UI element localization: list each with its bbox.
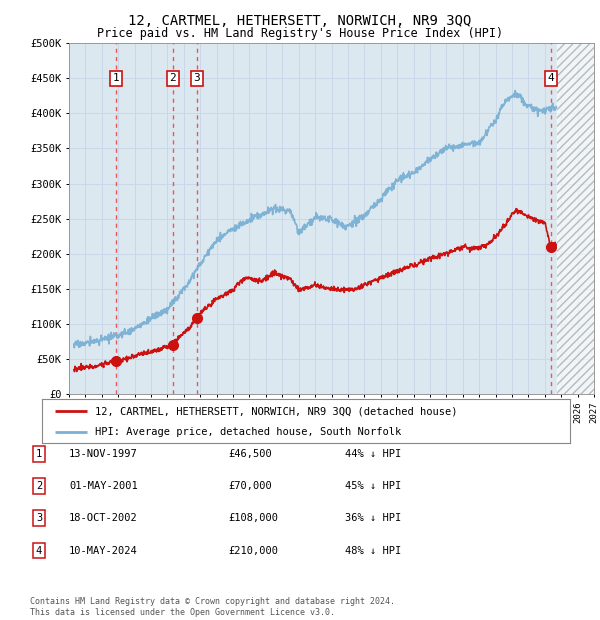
Text: 3: 3 — [36, 513, 42, 523]
Text: 4: 4 — [36, 546, 42, 556]
Text: 44% ↓ HPI: 44% ↓ HPI — [345, 449, 401, 459]
Text: 1: 1 — [36, 449, 42, 459]
Text: 45% ↓ HPI: 45% ↓ HPI — [345, 481, 401, 491]
Text: 18-OCT-2002: 18-OCT-2002 — [69, 513, 138, 523]
Text: 12, CARTMEL, HETHERSETT, NORWICH, NR9 3QQ: 12, CARTMEL, HETHERSETT, NORWICH, NR9 3Q… — [128, 14, 472, 28]
Text: 13-NOV-1997: 13-NOV-1997 — [69, 449, 138, 459]
Text: 2: 2 — [36, 481, 42, 491]
Text: 10-MAY-2024: 10-MAY-2024 — [69, 546, 138, 556]
Text: £46,500: £46,500 — [228, 449, 272, 459]
Bar — [557, 43, 594, 394]
Text: 3: 3 — [194, 73, 200, 84]
Text: 48% ↓ HPI: 48% ↓ HPI — [345, 546, 401, 556]
Text: Price paid vs. HM Land Registry's House Price Index (HPI): Price paid vs. HM Land Registry's House … — [97, 27, 503, 40]
Text: Contains HM Land Registry data © Crown copyright and database right 2024.
This d: Contains HM Land Registry data © Crown c… — [30, 598, 395, 617]
Text: HPI: Average price, detached house, South Norfolk: HPI: Average price, detached house, Sout… — [95, 427, 401, 437]
Text: 01-MAY-2001: 01-MAY-2001 — [69, 481, 138, 491]
Text: 36% ↓ HPI: 36% ↓ HPI — [345, 513, 401, 523]
Text: 2: 2 — [169, 73, 176, 84]
Text: £210,000: £210,000 — [228, 546, 278, 556]
Text: 4: 4 — [547, 73, 554, 84]
Bar — [557, 43, 594, 394]
Text: 12, CARTMEL, HETHERSETT, NORWICH, NR9 3QQ (detached house): 12, CARTMEL, HETHERSETT, NORWICH, NR9 3Q… — [95, 406, 457, 416]
Text: 1: 1 — [113, 73, 119, 84]
Text: £70,000: £70,000 — [228, 481, 272, 491]
Text: £108,000: £108,000 — [228, 513, 278, 523]
